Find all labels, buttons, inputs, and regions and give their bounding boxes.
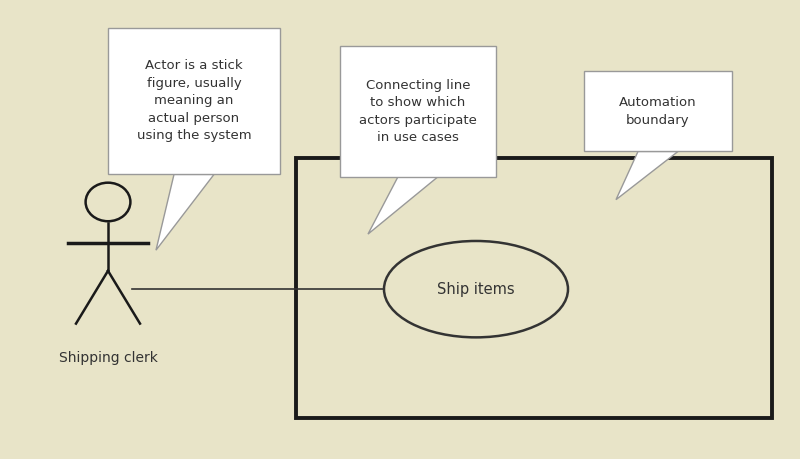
Text: Actor is a stick
figure, usually
meaning an
actual person
using the system: Actor is a stick figure, usually meaning… bbox=[137, 60, 251, 142]
Polygon shape bbox=[368, 177, 438, 234]
Text: Shipping clerk: Shipping clerk bbox=[58, 351, 158, 365]
Text: Ship items: Ship items bbox=[437, 282, 515, 297]
FancyBboxPatch shape bbox=[340, 46, 496, 177]
Polygon shape bbox=[156, 174, 214, 250]
FancyBboxPatch shape bbox=[296, 158, 772, 418]
Text: Automation
boundary: Automation boundary bbox=[619, 96, 697, 127]
Text: Connecting line
to show which
actors participate
in use cases: Connecting line to show which actors par… bbox=[359, 78, 477, 144]
FancyBboxPatch shape bbox=[584, 71, 732, 151]
FancyBboxPatch shape bbox=[108, 28, 280, 174]
Ellipse shape bbox=[384, 241, 568, 337]
Polygon shape bbox=[616, 151, 678, 200]
